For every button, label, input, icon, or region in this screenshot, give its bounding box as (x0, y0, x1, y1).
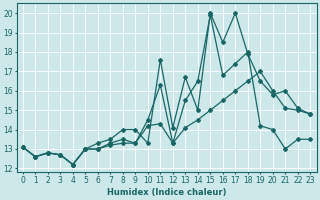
X-axis label: Humidex (Indice chaleur): Humidex (Indice chaleur) (107, 188, 226, 197)
